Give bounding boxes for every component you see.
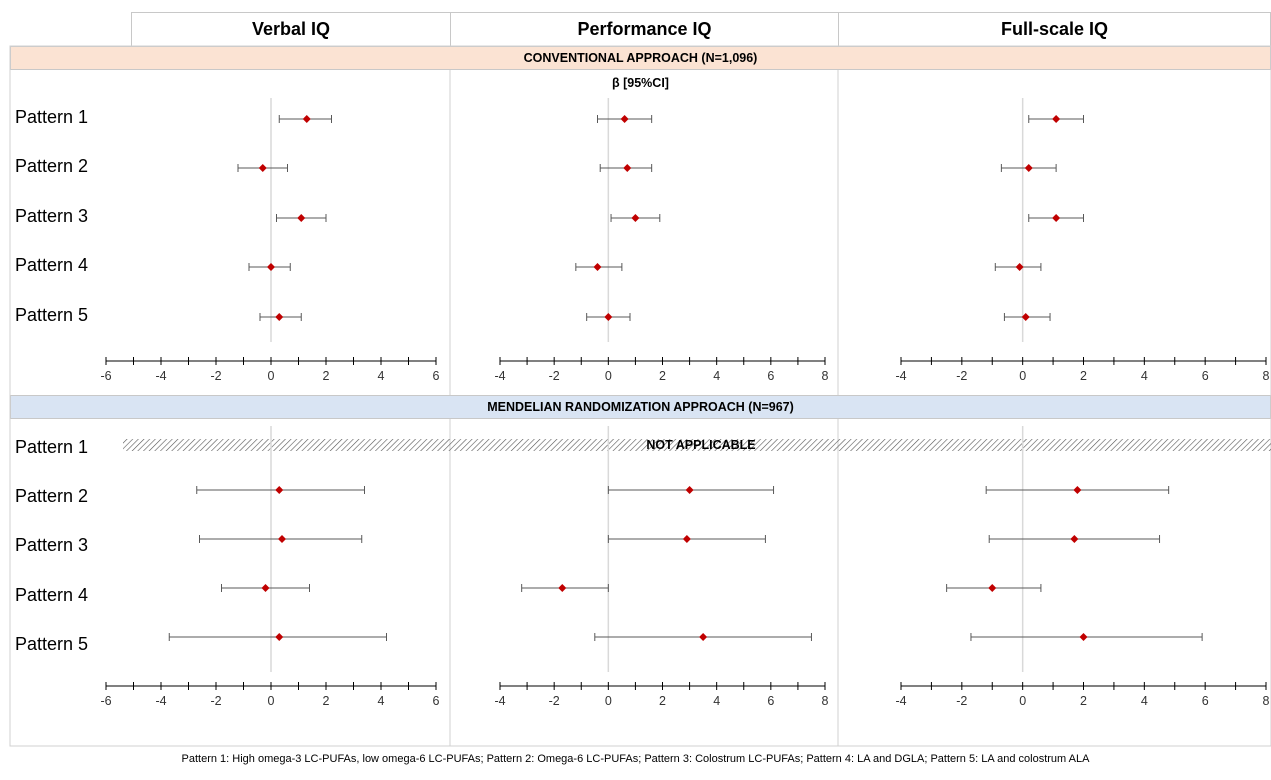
x-tick-label: -2 xyxy=(210,369,221,383)
column-header-full-scale-iq: Full-scale IQ xyxy=(838,12,1271,46)
x-tick-label: 0 xyxy=(1019,694,1026,708)
point-estimate xyxy=(302,115,311,123)
x-tick-label: 4 xyxy=(378,694,385,708)
point-estimate xyxy=(267,263,275,271)
x-tick-label: -4 xyxy=(155,369,166,383)
point-estimate xyxy=(631,214,640,222)
point-estimate xyxy=(1052,214,1061,222)
column-header-verbal-iq: Verbal IQ xyxy=(131,12,451,46)
point-estimate xyxy=(682,535,691,543)
plot-frame xyxy=(9,45,1271,747)
x-tick-label: 8 xyxy=(1263,694,1270,708)
row-label-mr-pattern-3: Pattern 3 xyxy=(15,535,89,555)
x-tick-label: -4 xyxy=(895,694,906,708)
point-estimate xyxy=(699,633,708,641)
x-tick-label: -2 xyxy=(549,694,560,708)
x-tick-label: 6 xyxy=(1202,694,1209,708)
x-tick-label: -4 xyxy=(494,694,505,708)
point-estimate xyxy=(1073,486,1082,494)
x-tick-label: 2 xyxy=(659,694,666,708)
point-estimate xyxy=(1021,313,1030,321)
x-tick-label: 0 xyxy=(268,369,275,383)
mendelian-section-title: MENDELIAN RANDOMIZATION APPROACH (N=967) xyxy=(10,395,1271,419)
point-estimate xyxy=(1070,535,1079,543)
x-tick-label: 6 xyxy=(433,369,440,383)
x-tick-label: 2 xyxy=(1080,694,1087,708)
x-tick-label: 2 xyxy=(1080,369,1087,383)
x-tick-label: 0 xyxy=(605,369,612,383)
x-tick-label: 2 xyxy=(323,694,330,708)
row-label-mr-pattern-2: Pattern 2 xyxy=(15,486,89,506)
x-tick-label: -2 xyxy=(956,694,967,708)
x-tick-label: 8 xyxy=(822,369,829,383)
not-applicable-label: NOT APPLICABLE xyxy=(646,438,755,452)
not-applicable-hatch xyxy=(123,439,1271,451)
point-estimate xyxy=(685,486,694,494)
row-label-mr-pattern-4: Pattern 4 xyxy=(15,585,89,605)
point-estimate xyxy=(261,584,270,592)
point-estimate xyxy=(258,164,267,172)
x-tick-label: -4 xyxy=(155,694,166,708)
point-estimate xyxy=(1015,263,1024,271)
x-tick-label: -4 xyxy=(494,369,505,383)
point-estimate xyxy=(593,263,602,271)
x-tick-label: 2 xyxy=(659,369,666,383)
x-tick-label: 6 xyxy=(767,369,774,383)
point-estimate xyxy=(988,584,997,592)
point-estimate xyxy=(275,486,284,494)
x-tick-label: -2 xyxy=(210,694,221,708)
x-tick-label: 2 xyxy=(323,369,330,383)
x-tick-label: 4 xyxy=(378,369,385,383)
x-tick-label: 6 xyxy=(433,694,440,708)
point-estimate xyxy=(278,535,286,543)
row-label-conv-pattern-1: Pattern 1 xyxy=(15,107,89,127)
pattern-legend-caption: Pattern 1: High omega-3 LC-PUFAs, low om… xyxy=(181,753,1090,765)
point-estimate xyxy=(275,633,284,641)
row-label-mr-pattern-5: Pattern 5 xyxy=(15,634,89,654)
row-label-conv-pattern-2: Pattern 2 xyxy=(15,156,89,176)
x-tick-label: 0 xyxy=(605,694,612,708)
point-estimate xyxy=(604,313,613,321)
x-tick-label: 4 xyxy=(1141,369,1148,383)
point-estimate xyxy=(620,115,629,123)
x-tick-label: 6 xyxy=(1202,369,1209,383)
point-estimate xyxy=(623,164,632,172)
x-tick-label: 0 xyxy=(1019,369,1026,383)
x-tick-label: 4 xyxy=(713,369,720,383)
x-tick-label: 4 xyxy=(1141,694,1148,708)
x-tick-label: 8 xyxy=(822,694,829,708)
row-label-conv-pattern-4: Pattern 4 xyxy=(15,255,89,275)
point-estimate xyxy=(1024,164,1033,172)
x-tick-label: -4 xyxy=(895,369,906,383)
x-tick-label: -6 xyxy=(100,369,111,383)
x-tick-label: -2 xyxy=(956,369,967,383)
point-estimate xyxy=(297,214,306,222)
point-estimate xyxy=(1052,115,1061,123)
column-header-performance-iq: Performance IQ xyxy=(450,12,839,46)
point-estimate xyxy=(1079,633,1088,641)
x-tick-label: 0 xyxy=(268,694,275,708)
point-estimate xyxy=(275,313,284,321)
x-tick-label: 8 xyxy=(1263,369,1270,383)
x-tick-label: -6 xyxy=(100,694,111,708)
x-tick-label: 4 xyxy=(713,694,720,708)
row-label-conv-pattern-5: Pattern 5 xyxy=(15,305,89,325)
point-estimate xyxy=(558,584,567,592)
x-tick-label: -2 xyxy=(549,369,560,383)
row-label-conv-pattern-3: Pattern 3 xyxy=(15,206,89,226)
row-label-mr-pattern-1: Pattern 1 xyxy=(15,437,89,457)
x-tick-label: 6 xyxy=(767,694,774,708)
effect-measure-label: β [95%CI] xyxy=(612,76,669,90)
